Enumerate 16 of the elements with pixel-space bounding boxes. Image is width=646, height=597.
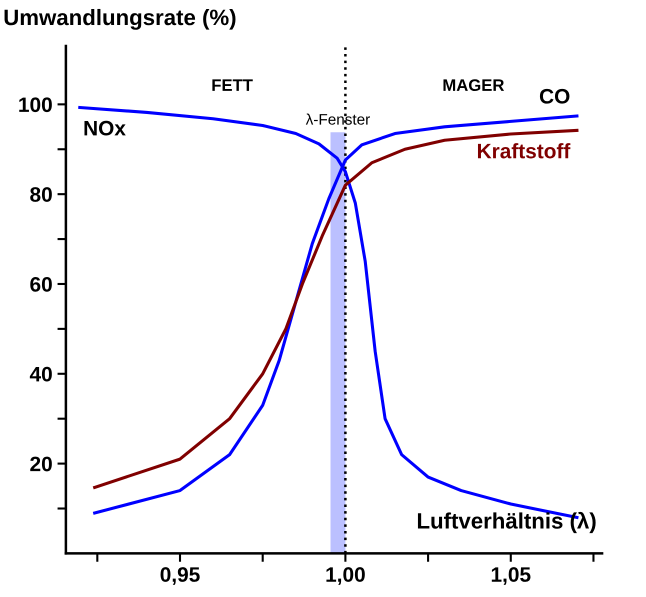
x-axis-title: Luftverhältnis (λ) <box>418 512 596 534</box>
y-tick-label: 40 <box>30 366 52 382</box>
annotation: FETT <box>212 79 253 91</box>
y-tick-label: 80 <box>30 187 52 202</box>
series-label: NOx <box>84 120 126 136</box>
x-tick-label: 1,00 <box>326 567 365 585</box>
y-tick-label: 100 <box>19 97 52 112</box>
series-label: Kraftstoff <box>478 143 570 158</box>
series-label: CO <box>540 88 570 104</box>
annotation: MAGER <box>443 79 504 92</box>
y-axis-title: Umwandlungsrate (%) <box>4 8 236 30</box>
y-tick-label: 60 <box>30 276 52 292</box>
x-tick-label: 0,95 <box>160 567 200 585</box>
x-tick-label: 1,05 <box>492 567 530 585</box>
band-label: λ-Fenster <box>306 114 370 125</box>
y-tick-label: 20 <box>30 456 52 472</box>
